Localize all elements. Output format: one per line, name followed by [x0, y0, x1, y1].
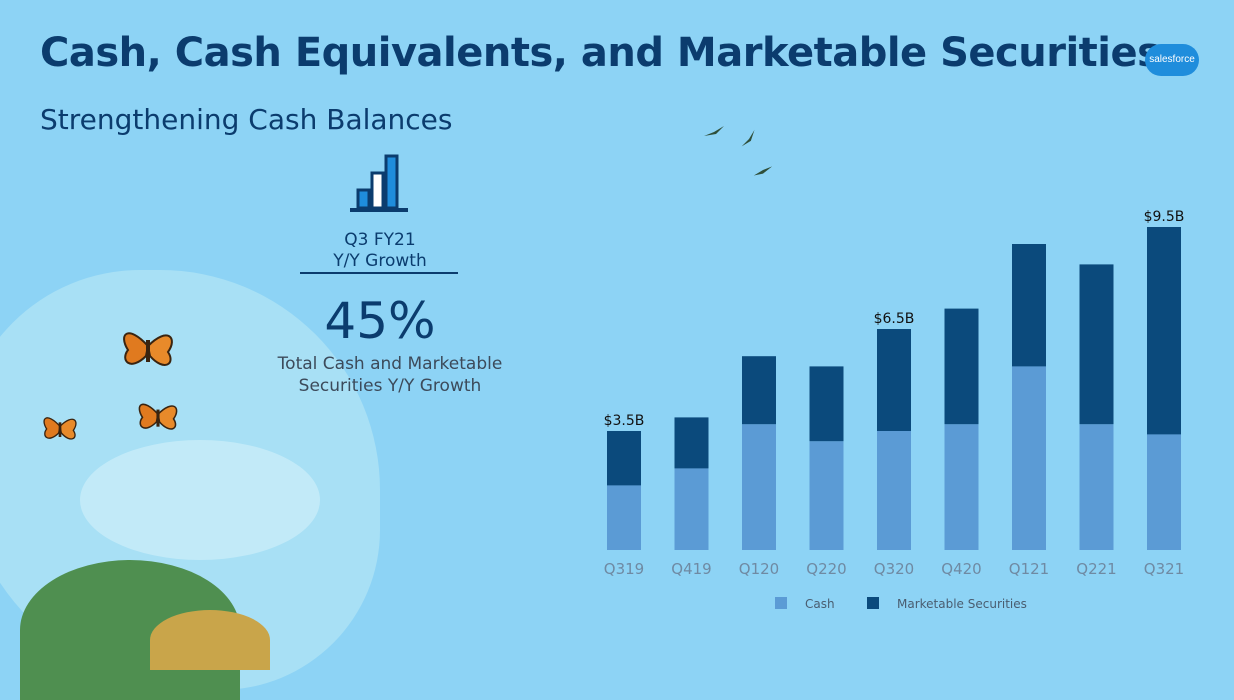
legend-swatch-cash [775, 597, 787, 609]
background-shrub [150, 610, 270, 670]
bar-cash-q321 [1147, 434, 1181, 550]
kpi-divider [300, 272, 458, 274]
bar-marketable-securities-q419 [674, 417, 709, 469]
salesforce-logo: salesforce [1145, 44, 1199, 76]
bar-chart-icon [350, 154, 408, 212]
bar-marketable-securities-q420 [944, 308, 979, 425]
stacked-bar-chart: $3.5B Q319 Q419 Q120 Q220 $6.5B Q320 Q420 Q121 Q2… [604, 209, 1185, 611]
x-tick-label: Q420 [941, 560, 981, 578]
page-title: Cash, Cash Equivalents, and Marketable S… [40, 30, 1161, 76]
butterfly-icon [138, 403, 178, 430]
x-tick-label: Q220 [806, 560, 846, 578]
bar-marketable-securities-q319 [607, 431, 641, 486]
bar-cash-q121 [1012, 366, 1046, 550]
bird-icon [704, 126, 724, 136]
bar-cash-q120 [742, 424, 776, 550]
x-tick-label: Q121 [1009, 560, 1049, 578]
bar-marketable-securities-q121 [1012, 244, 1046, 367]
bar-cash-q320 [877, 431, 911, 550]
page-subtitle: Strengthening Cash Balances [40, 103, 453, 136]
bar-marketable-securities-q120 [742, 356, 776, 425]
bar-cash-q419 [674, 468, 709, 550]
bar-marketable-securities-q321 [1147, 227, 1181, 435]
kpi-period-line1: Q3 FY21 [344, 230, 416, 250]
bar-marketable-securities-q220 [809, 366, 844, 442]
kpi-period-line2: Y/Y Growth [333, 251, 427, 271]
legend-label-marketable-securities: Marketable Securities [897, 597, 1027, 611]
butterfly-icon [43, 417, 77, 440]
bar-cash-q220 [809, 441, 844, 550]
x-tick-label: Q320 [874, 560, 914, 578]
x-tick-label: Q120 [739, 560, 779, 578]
x-tick-label: Q319 [604, 560, 644, 578]
kpi-value: 45% [324, 292, 436, 350]
x-tick-label: Q321 [1144, 560, 1184, 578]
legend-label-cash: Cash [805, 597, 835, 611]
kpi-description: Total Cash and Marketable Securities Y/Y… [260, 353, 520, 397]
kpi-desc-line1: Total Cash and Marketable [277, 354, 503, 374]
bar-marketable-securities-q320 [877, 329, 911, 431]
background-cloud [80, 440, 320, 560]
x-tick-label: Q221 [1076, 560, 1116, 578]
bar-total-label: $9.5B [1144, 209, 1185, 225]
bird-icon [753, 166, 773, 176]
butterfly-icon [123, 332, 173, 366]
kpi-desc-line2: Securities Y/Y Growth [298, 376, 482, 396]
bar-total-label: $3.5B [604, 413, 645, 429]
bar-cash-q319 [607, 485, 641, 550]
bar-total-label: $6.5B [874, 311, 915, 327]
bar-marketable-securities-q221 [1079, 264, 1114, 425]
bar-cash-q420 [944, 424, 979, 550]
bar-cash-q221 [1079, 424, 1114, 550]
kpi-period: Q3 FY21 Y/Y Growth [300, 230, 460, 272]
bird-icon [741, 129, 755, 147]
legend-swatch-marketable-securities [867, 597, 879, 609]
x-tick-label: Q419 [671, 560, 711, 578]
